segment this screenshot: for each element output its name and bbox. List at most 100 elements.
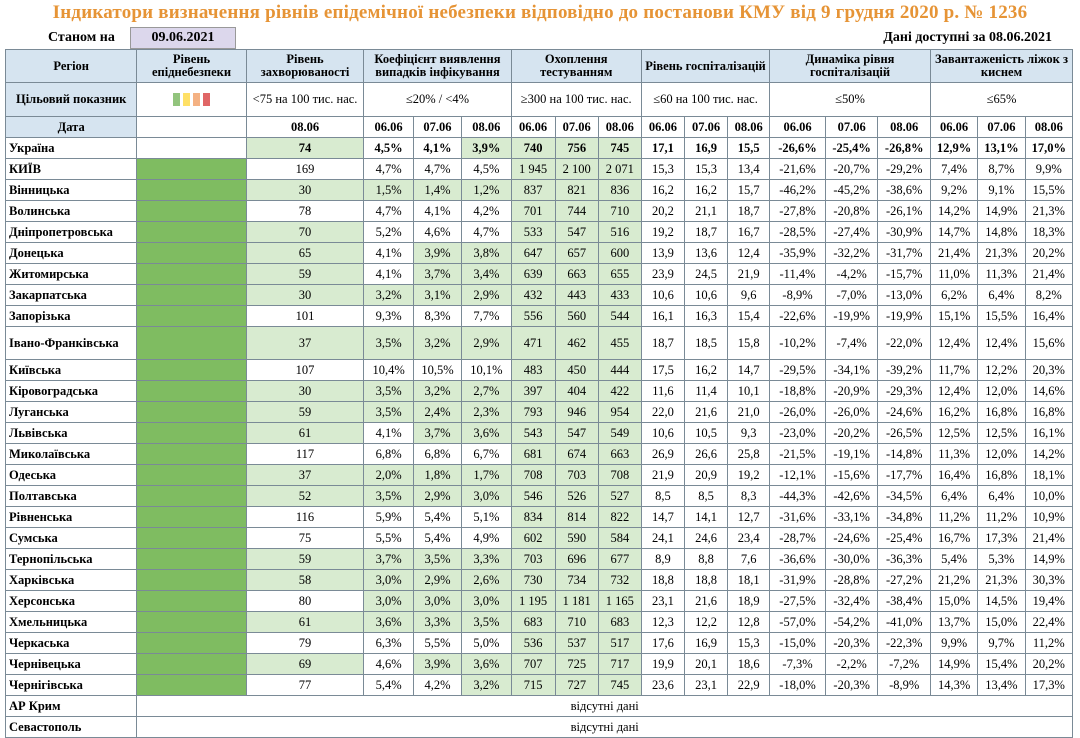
swatch-orange-icon [193,93,201,107]
detection-value: 1,2% [461,179,512,201]
hosp-dynamics-value: -32,2% [824,242,879,264]
hospitalization-value: 13,4 [727,158,771,180]
oxygen-value: 20,2% [1024,242,1074,264]
detection-value: 2,9% [461,326,512,360]
incidence-value: 77 [245,674,365,696]
hospitalization-value: 17,5 [640,359,686,381]
testing-value: 455 [597,326,642,360]
hospitalization-value: 24,1 [640,527,686,549]
hospitalization-value: 16,3 [683,305,729,327]
hosp-dynamics-value: -7,3% [769,653,826,675]
date-oxygen-0: 06.06 [929,116,979,138]
oxygen-value: 16,7% [929,527,979,549]
detection-value: 4,7% [412,158,463,180]
missing-data-note: відсутні дані [136,716,1073,738]
testing-value: 546 [510,485,556,507]
hosp-dynamics-value: -22,6% [769,305,826,327]
oxygen-value: 30,3% [1024,569,1074,591]
oxygen-value: 6,4% [977,284,1026,306]
detection-value: 5,5% [412,632,463,654]
oxygen-value: 12,5% [977,422,1026,444]
target-hospitalization: ≤60 на 100 тис. нас. [640,82,771,117]
hospitalization-value: 22,9 [727,674,771,696]
date-hospitalization-0: 06.06 [640,116,686,138]
detection-value: 3,2% [412,326,463,360]
detection-value: 4,1% [363,422,414,444]
swatch-green-icon [173,93,181,107]
testing-value: 740 [510,137,556,159]
hosp-dynamics-value: -32,4% [824,590,879,612]
detection-value: 3,5% [461,611,512,633]
incidence-value: 30 [245,284,365,306]
hospitalization-value: 21,6 [683,590,729,612]
table-row: Миколаївська 117 6,8% 6,8% 6,7% 681 674 663 26,9… [4,443,1074,465]
table-row: Донецька 65 4,1% 3,9% 3,8% 647 657 600 13,9 13,6 1… [4,242,1074,264]
hosp-dynamics-value: -17,7% [877,464,931,486]
oxygen-value: 16,4% [929,464,979,486]
hosp-dynamics-value: -8,9% [769,284,826,306]
date-row: Дата 08.06 06.06 07.06 08.06 06.06 07.06 08.0… [4,116,1074,138]
hosp-dynamics-value: -35,9% [769,242,826,264]
table-row: Одеська 37 2,0% 1,8% 1,7% 708 703 708 21,9 20,9 19… [4,464,1074,486]
hosp-dynamics-value: -38,4% [877,590,931,612]
testing-value: 556 [510,305,556,327]
testing-value: 703 [510,548,556,570]
detection-value: 10,4% [363,359,414,381]
hospitalization-value: 23,1 [683,674,729,696]
testing-value: 793 [510,401,556,423]
date-oxygen-1: 07.06 [977,116,1026,138]
testing-value: 655 [597,263,642,285]
detection-value: 6,7% [461,443,512,465]
hosp-dynamics-value: -10,2% [769,326,826,360]
oxygen-value: 11,3% [929,443,979,465]
testing-value: 814 [554,506,599,528]
hospitalization-value: 8,3 [727,485,771,507]
hosp-dynamics-value: -26,5% [877,422,931,444]
as-of-label: Станом на [48,30,115,45]
hospitalization-value: 18,6 [727,653,771,675]
oxygen-value: 6,4% [977,485,1026,507]
region-name: Донецька [4,242,138,264]
detection-value: 3,6% [461,653,512,675]
testing-value: 600 [597,242,642,264]
testing-value: 710 [597,200,642,222]
incidence-value: 61 [245,422,365,444]
hospitalization-value: 23,1 [640,590,686,612]
testing-value: 549 [597,422,642,444]
hospitalization-value: 14,1 [683,506,729,528]
date-testing-0: 06.06 [510,116,556,138]
region-name: Рівненська [4,506,138,528]
testing-value: 547 [554,422,599,444]
oxygen-value: 21,3% [977,569,1026,591]
hosp-dynamics-value: -15,0% [769,632,826,654]
danger-level-cell [136,422,247,444]
hospitalization-value: 14,7 [640,506,686,528]
oxygen-value: 16,1% [1024,422,1074,444]
oxygen-value: 15,0% [929,590,979,612]
detection-value: 3,0% [412,590,463,612]
header-row: Регіон Рівень епіднебезпеки Рівень захво… [4,49,1074,83]
table-row: Хмельницька 61 3,6% 3,3% 3,5% 683 710 683 12,3 12… [4,611,1074,633]
testing-value: 821 [554,179,599,201]
oxygen-value: 13,7% [929,611,979,633]
hospitalization-value: 21,9 [640,464,686,486]
oxygen-value: 9,2% [929,179,979,201]
hospitalization-value: 21,1 [683,200,729,222]
table-row: Закарпатська 30 3,2% 3,1% 2,9% 432 443 433 10,6 1… [4,284,1074,306]
swatch-red-icon [203,93,211,107]
incidence-value: 59 [245,401,365,423]
testing-value: 745 [597,137,642,159]
oxygen-value: 15,6% [1024,326,1074,360]
detection-value: 5,2% [363,221,414,243]
oxygen-value: 5,4% [929,548,979,570]
testing-value: 584 [597,527,642,549]
testing-value: 683 [510,611,556,633]
region-name: Дніпропетровська [4,221,138,243]
testing-value: 536 [510,632,556,654]
danger-level-cell [136,305,247,327]
region-name: Сумська [4,527,138,549]
testing-value: 517 [597,632,642,654]
hosp-dynamics-value: -34,5% [877,485,931,507]
table-row: Чернігівська 77 5,4% 4,2% 3,2% 715 727 745 23,6 2… [4,674,1074,696]
oxygen-value: 15,5% [1024,179,1074,201]
